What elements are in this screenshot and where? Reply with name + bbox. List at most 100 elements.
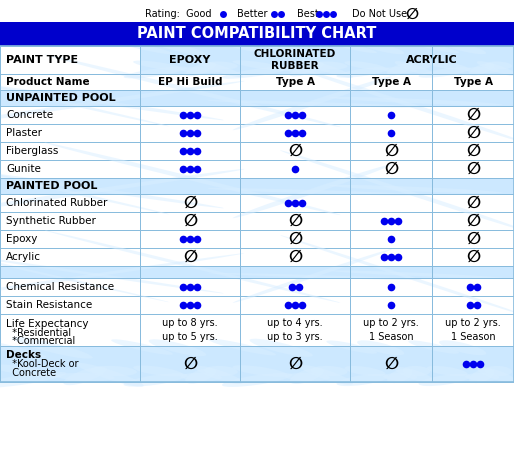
Ellipse shape <box>284 373 330 381</box>
Ellipse shape <box>484 366 512 376</box>
Ellipse shape <box>0 337 46 357</box>
Bar <box>432 346 514 382</box>
Ellipse shape <box>395 367 434 383</box>
Text: ∅: ∅ <box>466 106 480 124</box>
Text: PAINTED POOL: PAINTED POOL <box>6 181 97 191</box>
Bar <box>0 194 140 212</box>
Text: PAINT TYPE: PAINT TYPE <box>6 55 78 65</box>
Ellipse shape <box>45 54 340 127</box>
Bar <box>240 230 350 248</box>
Text: ∅: ∅ <box>183 212 197 230</box>
Text: UNPAINTED POOL: UNPAINTED POOL <box>6 93 116 103</box>
Ellipse shape <box>194 60 243 77</box>
Ellipse shape <box>357 340 405 355</box>
Bar <box>350 278 432 296</box>
Text: *Commercial: *Commercial <box>6 336 75 346</box>
Ellipse shape <box>290 62 324 77</box>
Ellipse shape <box>465 373 499 381</box>
Bar <box>240 124 350 142</box>
Ellipse shape <box>402 61 430 69</box>
Text: ∅: ∅ <box>288 212 302 230</box>
Text: Life Expectancy: Life Expectancy <box>6 319 88 329</box>
Ellipse shape <box>328 270 503 279</box>
Bar <box>0 178 140 194</box>
Bar <box>240 178 350 194</box>
Bar <box>350 160 432 178</box>
Text: Type A: Type A <box>453 77 492 87</box>
Text: up to 4 yrs.
up to 3 yrs.: up to 4 yrs. up to 3 yrs. <box>267 319 323 342</box>
Bar <box>350 248 432 266</box>
Bar <box>0 90 514 106</box>
Ellipse shape <box>123 373 188 387</box>
Bar <box>432 248 514 266</box>
Text: up to 2 yrs.
1 Season: up to 2 yrs. 1 Season <box>363 319 419 342</box>
Ellipse shape <box>149 40 206 55</box>
Ellipse shape <box>439 40 486 54</box>
Bar <box>240 46 350 74</box>
Ellipse shape <box>469 369 494 383</box>
Bar <box>0 90 140 106</box>
Bar <box>140 248 240 266</box>
Bar <box>350 178 432 194</box>
Bar <box>0 124 140 142</box>
Ellipse shape <box>300 365 353 385</box>
Ellipse shape <box>408 341 459 354</box>
Text: ∅: ∅ <box>466 248 480 266</box>
Ellipse shape <box>45 230 340 303</box>
Ellipse shape <box>0 372 67 388</box>
Text: ∅: ∅ <box>288 142 302 160</box>
Ellipse shape <box>476 367 514 383</box>
Text: *Kool-Deck or: *Kool-Deck or <box>6 359 79 369</box>
Text: ∅: ∅ <box>183 355 197 373</box>
Ellipse shape <box>357 40 405 54</box>
Ellipse shape <box>280 235 514 316</box>
Bar <box>432 230 514 248</box>
Bar <box>140 212 240 230</box>
Bar <box>0 296 140 314</box>
Ellipse shape <box>300 59 353 78</box>
Ellipse shape <box>476 61 514 76</box>
Bar <box>350 266 432 278</box>
Bar <box>0 142 140 160</box>
Text: Type A: Type A <box>276 77 315 87</box>
Bar <box>140 346 240 382</box>
Bar <box>140 46 240 74</box>
Bar <box>140 346 240 382</box>
Bar <box>240 278 350 296</box>
Ellipse shape <box>111 40 173 54</box>
Ellipse shape <box>208 188 421 195</box>
Ellipse shape <box>180 373 222 381</box>
Bar <box>0 346 140 382</box>
Ellipse shape <box>426 61 468 70</box>
Text: ∅: ∅ <box>466 230 480 248</box>
Ellipse shape <box>76 363 143 387</box>
Bar <box>350 142 432 160</box>
Ellipse shape <box>439 340 486 355</box>
Text: ∅: ∅ <box>466 194 480 212</box>
Text: ∅: ∅ <box>288 230 302 248</box>
Bar <box>0 248 140 266</box>
Ellipse shape <box>232 365 288 377</box>
Ellipse shape <box>232 60 288 71</box>
Text: Chlorinated Rubber: Chlorinated Rubber <box>6 198 107 208</box>
Bar <box>240 90 350 106</box>
Bar <box>432 46 514 74</box>
Ellipse shape <box>222 373 292 387</box>
Text: up to 8 yrs.
up to 5 yrs.: up to 8 yrs. up to 5 yrs. <box>162 319 218 342</box>
Bar <box>432 74 514 90</box>
Bar <box>350 90 432 106</box>
Bar <box>0 74 140 90</box>
Ellipse shape <box>328 97 503 105</box>
Ellipse shape <box>208 339 276 356</box>
Bar <box>0 278 140 296</box>
Ellipse shape <box>185 63 216 76</box>
Text: ∅: ∅ <box>384 142 398 160</box>
Bar <box>240 74 350 90</box>
Ellipse shape <box>383 373 417 381</box>
Bar <box>350 46 432 74</box>
Text: EPOXY: EPOXY <box>169 55 211 65</box>
Ellipse shape <box>344 366 386 376</box>
Bar <box>432 296 514 314</box>
Text: ∅: ∅ <box>466 124 480 142</box>
Ellipse shape <box>208 100 421 108</box>
